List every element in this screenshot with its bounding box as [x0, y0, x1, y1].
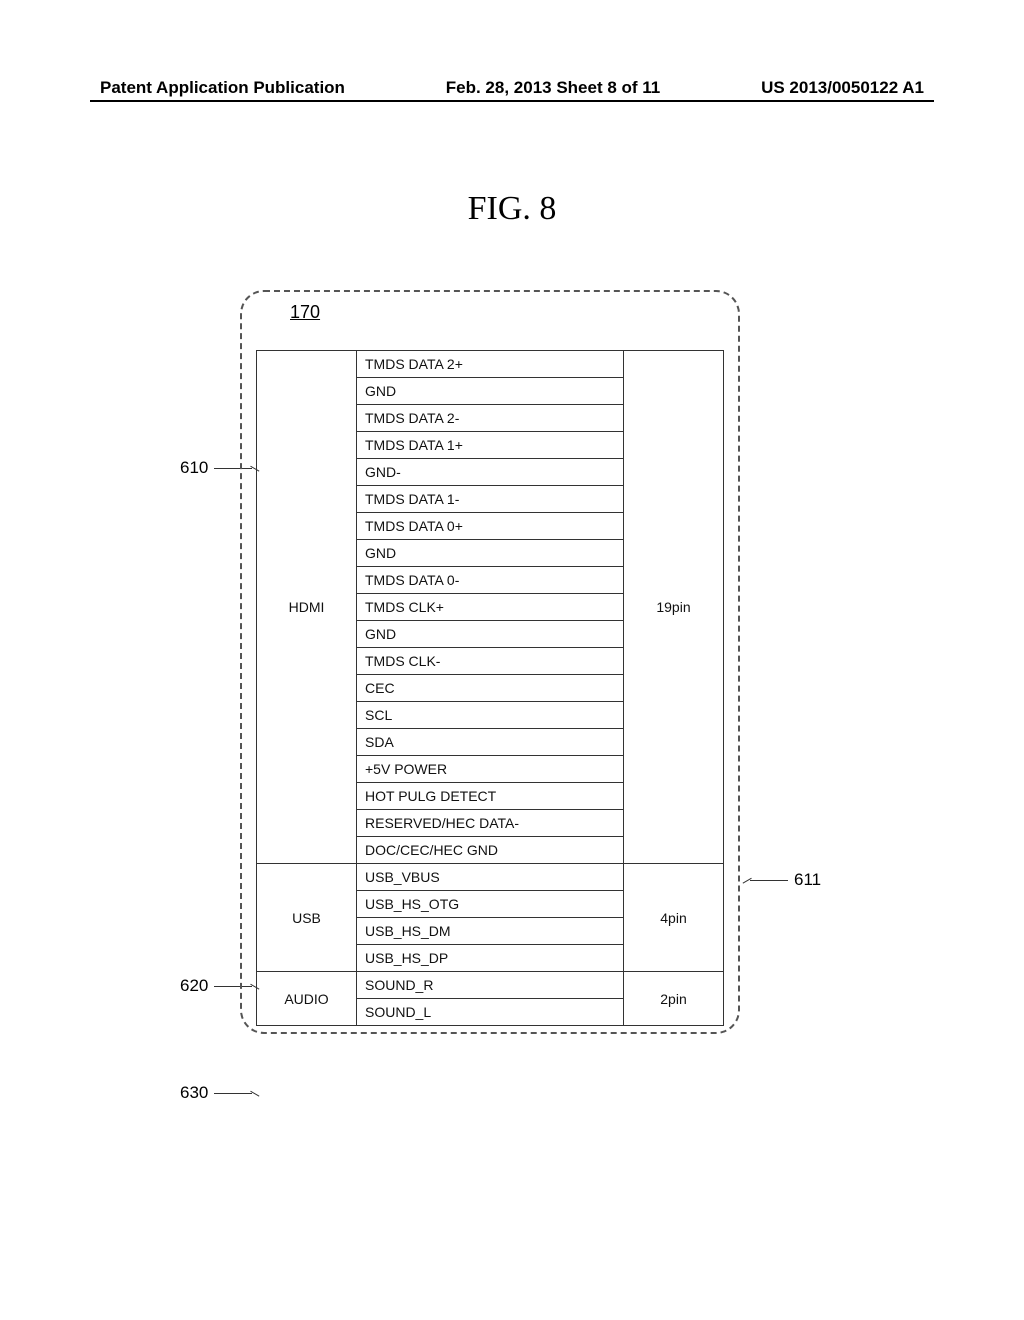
- type-cell: AUDIO: [257, 972, 357, 1026]
- signal-cell: USB_HS_DP: [357, 945, 624, 972]
- callout-lead-icon: [214, 1093, 252, 1103]
- signal-cell: TMDS DATA 0+: [357, 513, 624, 540]
- type-cell: HDMI: [257, 351, 357, 864]
- header-rule: [90, 100, 934, 102]
- signal-cell: DOC/CEC/HEC GND: [357, 837, 624, 864]
- signal-cell: TMDS DATA 1+: [357, 432, 624, 459]
- signal-cell: TMDS DATA 2+: [357, 351, 624, 378]
- signal-cell: GND: [357, 621, 624, 648]
- signal-cell: SOUND_L: [357, 999, 624, 1026]
- signal-cell: SDA: [357, 729, 624, 756]
- table-row: HDMITMDS DATA 2+19pin: [257, 351, 724, 378]
- signal-cell: USB_HS_OTG: [357, 891, 624, 918]
- signal-cell: USB_VBUS: [357, 864, 624, 891]
- signal-cell: +5V POWER: [357, 756, 624, 783]
- signal-cell: RESERVED/HEC DATA-: [357, 810, 624, 837]
- signal-cell: TMDS DATA 1-: [357, 486, 624, 513]
- pincount-cell: 4pin: [624, 864, 724, 972]
- figure-title: FIG. 8: [0, 190, 1024, 228]
- signal-cell: GND: [357, 378, 624, 405]
- connector-box: 170 HDMITMDS DATA 2+19pinGNDTMDS DATA 2-…: [240, 290, 740, 1034]
- diagram-area: 170 HDMITMDS DATA 2+19pinGNDTMDS DATA 2-…: [240, 290, 740, 1034]
- signal-cell: GND: [357, 540, 624, 567]
- signal-cell: HOT PULG DETECT: [357, 783, 624, 810]
- signal-cell: TMDS DATA 2-: [357, 405, 624, 432]
- signal-cell: TMDS DATA 0-: [357, 567, 624, 594]
- table-row: AUDIOSOUND_R2pin: [257, 972, 724, 999]
- signal-cell: USB_HS_DM: [357, 918, 624, 945]
- signal-cell: CEC: [357, 675, 624, 702]
- type-cell: USB: [257, 864, 357, 972]
- callout-630: 630: [180, 1083, 252, 1103]
- header-right: US 2013/0050122 A1: [761, 78, 924, 98]
- signal-cell: TMDS CLK+: [357, 594, 624, 621]
- callout-611: 611: [750, 870, 821, 890]
- pincount-cell: 19pin: [624, 351, 724, 864]
- pin-table: HDMITMDS DATA 2+19pinGNDTMDS DATA 2-TMDS…: [256, 350, 724, 1026]
- pincount-cell: 2pin: [624, 972, 724, 1026]
- callout-630-label: 630: [180, 1083, 208, 1103]
- callout-611-label: 611: [794, 870, 821, 890]
- header-left: Patent Application Publication: [100, 78, 345, 98]
- header-center: Feb. 28, 2013 Sheet 8 of 11: [446, 78, 661, 98]
- signal-cell: TMDS CLK-: [357, 648, 624, 675]
- callout-610-label: 610: [180, 458, 208, 478]
- box-label-170: 170: [290, 302, 320, 323]
- callout-620-label: 620: [180, 976, 208, 996]
- signal-cell: GND-: [357, 459, 624, 486]
- table-row: USBUSB_VBUS4pin: [257, 864, 724, 891]
- signal-cell: SOUND_R: [357, 972, 624, 999]
- signal-cell: SCL: [357, 702, 624, 729]
- callout-lead-icon: [750, 880, 788, 890]
- page-header: Patent Application Publication Feb. 28, …: [0, 78, 1024, 98]
